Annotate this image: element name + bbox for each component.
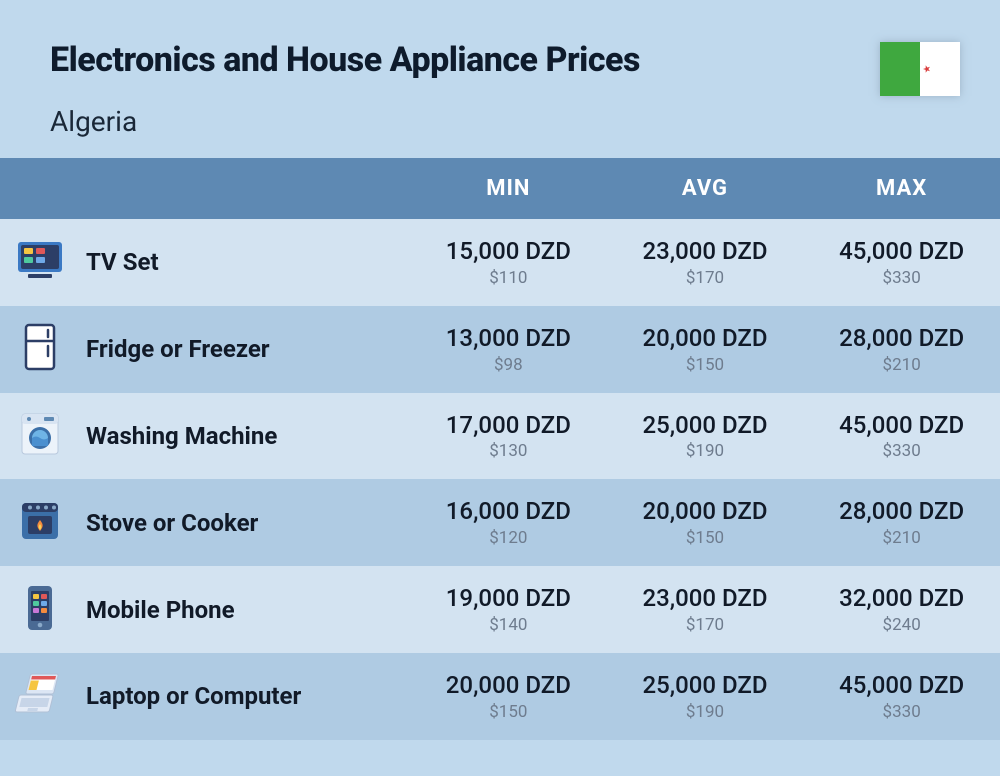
col-avg: AVG xyxy=(607,158,804,219)
price-dzd: 25,000 DZD xyxy=(615,671,796,700)
row-icon-cell xyxy=(0,653,80,740)
price-dzd: 28,000 DZD xyxy=(811,324,992,353)
price-usd: $170 xyxy=(615,268,796,288)
price-usd: $210 xyxy=(811,355,992,375)
price-usd: $330 xyxy=(811,702,992,722)
price-min-cell: 16,000 DZD $120 xyxy=(410,479,607,566)
price-usd: $170 xyxy=(615,615,796,635)
item-name: Laptop or Computer xyxy=(80,653,410,740)
table-row: Washing Machine 17,000 DZD $130 25,000 D… xyxy=(0,393,1000,480)
row-icon-cell xyxy=(0,306,80,393)
price-dzd: 20,000 DZD xyxy=(418,671,599,700)
table-row: Mobile Phone 19,000 DZD $140 23,000 DZD … xyxy=(0,566,1000,653)
price-dzd: 45,000 DZD xyxy=(811,411,992,440)
col-icon xyxy=(0,158,80,219)
table-row: Stove or Cooker 16,000 DZD $120 20,000 D… xyxy=(0,479,1000,566)
item-name: Fridge or Freezer xyxy=(80,306,410,393)
row-icon-cell xyxy=(0,479,80,566)
country-name: Algeria xyxy=(50,105,950,138)
price-max-cell: 45,000 DZD $330 xyxy=(803,653,1000,740)
price-max-cell: 45,000 DZD $330 xyxy=(803,393,1000,480)
row-icon-cell xyxy=(0,393,80,480)
price-dzd: 28,000 DZD xyxy=(811,497,992,526)
row-icon-cell xyxy=(0,566,80,653)
price-dzd: 20,000 DZD xyxy=(615,497,796,526)
price-usd: $330 xyxy=(811,268,992,288)
price-min-cell: 13,000 DZD $98 xyxy=(410,306,607,393)
price-dzd: 25,000 DZD xyxy=(615,411,796,440)
col-name xyxy=(80,158,410,219)
price-usd: $120 xyxy=(418,528,599,548)
page-header: Electronics and House Appliance Prices A… xyxy=(0,0,1000,158)
price-usd: $330 xyxy=(811,441,992,461)
price-min-cell: 20,000 DZD $150 xyxy=(410,653,607,740)
price-usd: $190 xyxy=(615,441,796,461)
price-avg-cell: 25,000 DZD $190 xyxy=(607,393,804,480)
stove-icon xyxy=(14,495,66,547)
price-usd: $150 xyxy=(418,702,599,722)
price-dzd: 45,000 DZD xyxy=(811,671,992,700)
price-max-cell: 32,000 DZD $240 xyxy=(803,566,1000,653)
col-max: MAX xyxy=(803,158,1000,219)
price-usd: $110 xyxy=(418,268,599,288)
price-usd: $240 xyxy=(811,615,992,635)
item-name: Mobile Phone xyxy=(80,566,410,653)
price-avg-cell: 25,000 DZD $190 xyxy=(607,653,804,740)
price-dzd: 19,000 DZD xyxy=(418,584,599,613)
table-row: Laptop or Computer 20,000 DZD $150 25,00… xyxy=(0,653,1000,740)
price-usd: $210 xyxy=(811,528,992,548)
tv-icon xyxy=(14,234,66,286)
page-title: Electronics and House Appliance Prices xyxy=(50,40,950,80)
price-usd: $140 xyxy=(418,615,599,635)
row-icon-cell xyxy=(0,219,80,306)
price-dzd: 15,000 DZD xyxy=(418,237,599,266)
table-row: TV Set 15,000 DZD $110 23,000 DZD $170 4… xyxy=(0,219,1000,306)
price-max-cell: 28,000 DZD $210 xyxy=(803,306,1000,393)
price-dzd: 17,000 DZD xyxy=(418,411,599,440)
fridge-icon xyxy=(14,321,66,373)
price-dzd: 13,000 DZD xyxy=(418,324,599,353)
price-max-cell: 28,000 DZD $210 xyxy=(803,479,1000,566)
item-name: Washing Machine xyxy=(80,393,410,480)
item-name: TV Set xyxy=(80,219,410,306)
price-dzd: 32,000 DZD xyxy=(811,584,992,613)
price-usd: $150 xyxy=(615,528,796,548)
price-max-cell: 45,000 DZD $330 xyxy=(803,219,1000,306)
washing-icon xyxy=(14,408,66,460)
price-avg-cell: 20,000 DZD $150 xyxy=(607,479,804,566)
price-dzd: 23,000 DZD xyxy=(615,584,796,613)
price-avg-cell: 23,000 DZD $170 xyxy=(607,219,804,306)
mobile-icon xyxy=(14,582,66,634)
price-dzd: 45,000 DZD xyxy=(811,237,992,266)
item-name: Stove or Cooker xyxy=(80,479,410,566)
price-table: MIN AVG MAX TV Set 15,000 DZD $110 23,00… xyxy=(0,158,1000,740)
price-dzd: 23,000 DZD xyxy=(615,237,796,266)
price-dzd: 20,000 DZD xyxy=(615,324,796,353)
price-usd: $130 xyxy=(418,441,599,461)
price-min-cell: 17,000 DZD $130 xyxy=(410,393,607,480)
price-min-cell: 15,000 DZD $110 xyxy=(410,219,607,306)
price-avg-cell: 23,000 DZD $170 xyxy=(607,566,804,653)
col-min: MIN xyxy=(410,158,607,219)
price-min-cell: 19,000 DZD $140 xyxy=(410,566,607,653)
laptop-icon xyxy=(14,668,66,720)
price-usd: $190 xyxy=(615,702,796,722)
price-dzd: 16,000 DZD xyxy=(418,497,599,526)
price-usd: $150 xyxy=(615,355,796,375)
country-flag-icon xyxy=(880,42,960,96)
table-header-row: MIN AVG MAX xyxy=(0,158,1000,219)
price-usd: $98 xyxy=(418,355,599,375)
price-avg-cell: 20,000 DZD $150 xyxy=(607,306,804,393)
table-row: Fridge or Freezer 13,000 DZD $98 20,000 … xyxy=(0,306,1000,393)
